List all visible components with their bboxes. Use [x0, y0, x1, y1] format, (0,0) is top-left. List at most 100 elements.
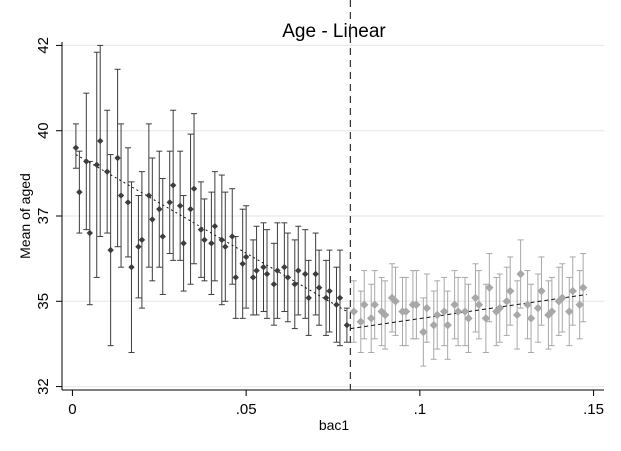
data-point	[464, 314, 473, 323]
data-point	[443, 320, 452, 330]
data-point	[565, 307, 574, 316]
data-point	[380, 310, 390, 320]
data-point	[575, 300, 584, 309]
data-point	[312, 270, 319, 278]
left-fit-line	[75, 154, 348, 312]
data-point	[242, 253, 250, 261]
data-point	[326, 287, 333, 295]
data-point	[554, 297, 564, 306]
y-tick-label: 37	[35, 208, 52, 225]
data-point	[232, 274, 239, 281]
data-point	[229, 233, 236, 240]
data-point	[568, 286, 577, 296]
data-point	[218, 236, 226, 244]
data-point	[159, 233, 166, 240]
data-point	[336, 294, 344, 302]
data-point	[190, 185, 198, 192]
data-point	[343, 321, 351, 329]
x-tick-label: .15	[583, 401, 604, 418]
data-point	[114, 154, 121, 162]
data-point	[474, 300, 484, 309]
data-point	[305, 294, 312, 302]
data-point	[117, 192, 125, 199]
data-point	[270, 281, 278, 288]
data-point	[349, 307, 359, 316]
data-point	[295, 267, 302, 274]
data-point	[485, 283, 494, 292]
data-point	[93, 161, 100, 169]
data-point	[145, 192, 153, 199]
data-point	[391, 297, 400, 306]
data-point	[578, 283, 588, 292]
data-point	[401, 307, 411, 316]
data-point	[558, 293, 567, 303]
data-point	[274, 267, 281, 274]
data-point	[367, 314, 376, 323]
data-point	[533, 303, 543, 313]
data-point	[526, 314, 536, 323]
y-axis-ticks: 32 35 37 40 42	[35, 37, 62, 395]
data-point	[370, 300, 379, 309]
data-point	[97, 137, 104, 145]
x-tick-label: 0	[68, 401, 76, 418]
data-point	[149, 216, 156, 223]
data-point	[360, 300, 369, 309]
data-point	[284, 274, 292, 281]
data-point	[86, 229, 93, 237]
data-point	[302, 270, 309, 278]
data-point	[471, 293, 480, 303]
data-point	[281, 263, 288, 271]
data-point	[291, 281, 298, 288]
data-point	[197, 226, 205, 233]
data-point	[333, 301, 340, 308]
x-tick-label: .1	[414, 401, 427, 418]
data-point	[211, 223, 219, 230]
data-point	[502, 297, 511, 306]
data-point	[249, 274, 257, 281]
y-tick-label: 40	[35, 122, 52, 139]
data-point	[135, 243, 142, 250]
data-point	[322, 294, 330, 302]
data-point	[156, 205, 163, 213]
data-point	[76, 188, 83, 196]
data-point	[460, 307, 470, 316]
data-point	[315, 284, 323, 291]
data-point	[523, 300, 532, 309]
data-point	[169, 182, 177, 189]
data-point	[453, 307, 463, 316]
data-point	[450, 300, 459, 309]
data-point	[495, 303, 504, 313]
data-point	[512, 310, 522, 320]
data-point	[422, 303, 432, 313]
data-point	[505, 286, 515, 296]
y-tick-label: 32	[35, 378, 52, 395]
data-point	[128, 263, 135, 271]
data-point	[187, 205, 194, 213]
x-axis-ticks: 0 .05 .1 .15	[68, 390, 604, 418]
data-point	[138, 236, 146, 244]
y-tick-label: 35	[35, 293, 52, 310]
data-point	[537, 286, 546, 296]
data-point	[124, 199, 132, 206]
data-point	[72, 144, 80, 151]
data-point	[433, 310, 442, 320]
left-points	[72, 137, 351, 329]
y-axis-label: Mean of aged	[17, 173, 33, 259]
data-point	[481, 314, 491, 323]
x-tick-label: .05	[236, 401, 257, 418]
data-point	[176, 202, 184, 209]
y-tick-label: 42	[35, 37, 52, 54]
data-point	[253, 267, 260, 274]
data-point	[412, 300, 421, 309]
data-point	[107, 246, 114, 254]
data-point	[166, 199, 173, 206]
data-point	[239, 260, 246, 267]
data-point	[439, 307, 449, 316]
data-point	[263, 270, 271, 278]
data-point	[201, 236, 208, 244]
data-point	[260, 263, 267, 271]
chart-title: Age - Linear	[282, 21, 386, 42]
data-point	[83, 158, 90, 165]
